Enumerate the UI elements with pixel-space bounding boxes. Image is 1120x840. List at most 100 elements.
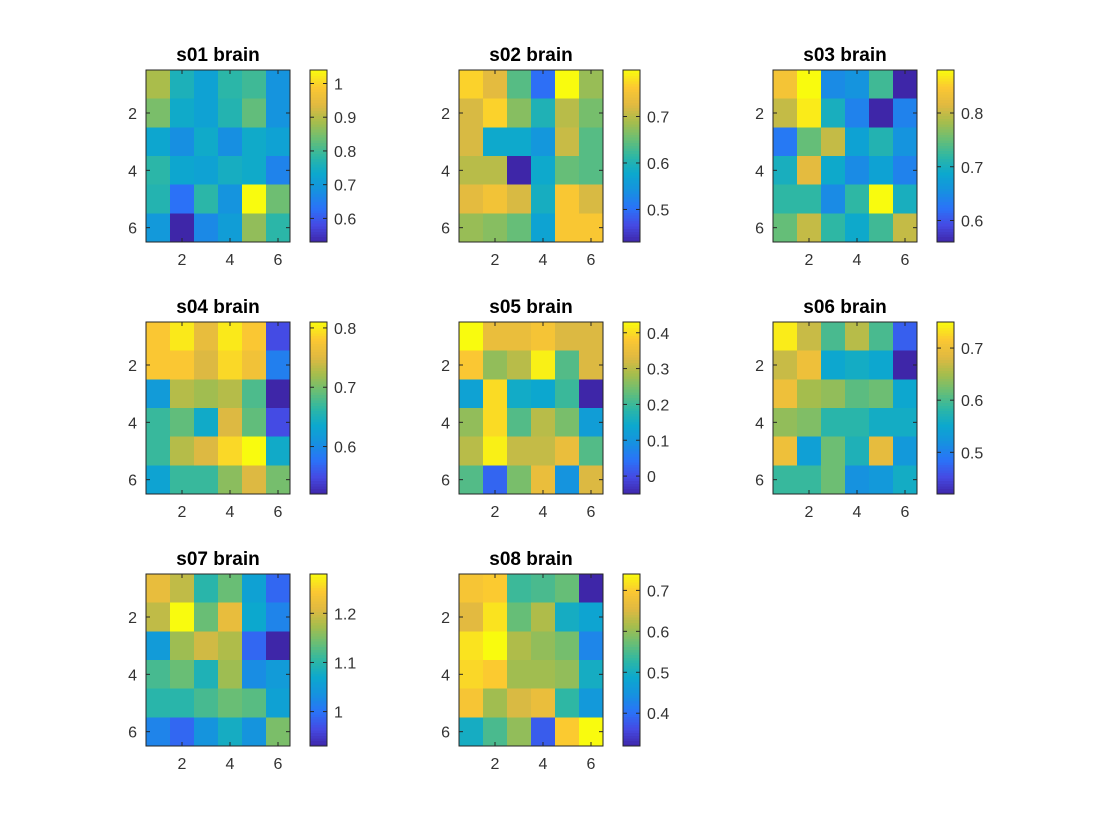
x-tick-label: 6 (587, 504, 596, 521)
heatmap-cell (797, 408, 822, 437)
colorbar-segment (623, 185, 640, 189)
heatmap-cell (845, 156, 870, 185)
heatmap-cell (797, 156, 822, 185)
colorbar-segment (623, 697, 640, 701)
heatmap-cell (821, 127, 846, 157)
colorbar-segment (310, 131, 327, 135)
colorbar-segment (310, 660, 327, 664)
colorbar-segment (623, 215, 640, 219)
heatmap-cell (869, 70, 894, 99)
colorbar-segment (623, 600, 640, 605)
y-tick-label: 4 (128, 415, 137, 432)
heatmap-cell (507, 717, 532, 747)
heatmap-cell (507, 350, 532, 380)
x-tick-label: 6 (274, 252, 283, 269)
heatmap-cell (170, 717, 195, 747)
colorbar-segment (310, 118, 327, 122)
colorbar-segment (310, 107, 327, 111)
colorbar-segment (310, 150, 327, 154)
colorbar-segment (623, 705, 640, 709)
colorbar-segment (623, 169, 640, 173)
colorbar-segment (623, 166, 640, 170)
colorbar-segment (937, 475, 954, 479)
colorbar-segment (623, 488, 640, 492)
y-tick-label: 4 (755, 415, 764, 432)
heatmap-cell (821, 70, 846, 99)
colorbar-segment (623, 324, 640, 328)
heatmap-cell (218, 717, 243, 747)
colorbar-segment (310, 461, 327, 465)
colorbar-tick-label: 0.6 (647, 156, 669, 173)
x-tick-label: 2 (178, 252, 187, 269)
heatmap-cell (170, 465, 195, 495)
colorbar-segment (623, 434, 640, 439)
heatmap-cell (218, 436, 243, 466)
colorbar-segment (310, 662, 327, 666)
colorbar-segment (937, 161, 954, 165)
heatmap-cell (170, 322, 195, 351)
colorbar-segment (937, 338, 954, 342)
colorbar-segment (623, 410, 640, 414)
x-tick-label: 6 (274, 504, 283, 521)
colorbar-segment (623, 367, 640, 371)
colorbar-segment (310, 86, 327, 90)
colorbar-segment (310, 445, 327, 449)
colorbar-segment (310, 416, 327, 420)
colorbar-segment (310, 78, 327, 82)
colorbar-segment (937, 477, 954, 482)
colorbar-segment (937, 110, 954, 114)
heatmap-cell (579, 184, 604, 214)
colorbar-segment (310, 654, 327, 658)
colorbar-segment (310, 142, 327, 146)
heatmap-cell (170, 379, 195, 409)
heatmap-cell (483, 127, 508, 157)
colorbar-segment (310, 464, 327, 468)
heatmap-cell (531, 70, 556, 99)
colorbar-segment (623, 86, 640, 90)
heatmap-cell (194, 660, 219, 689)
colorbar-segment (310, 673, 327, 677)
colorbar-segment (623, 426, 640, 430)
colorbar-segment (623, 343, 640, 347)
colorbar-segment (310, 177, 327, 181)
colorbar-segment (623, 383, 640, 387)
colorbar-segment (623, 483, 640, 487)
heatmap-cell (869, 156, 894, 185)
colorbar-segment (310, 343, 327, 347)
colorbar-tick-label: 1.1 (334, 655, 356, 672)
colorbar-segment (623, 153, 640, 157)
heatmap-cell (146, 688, 171, 718)
y-tick-label: 2 (441, 106, 450, 123)
colorbar-segment (310, 223, 327, 227)
x-tick-label: 4 (226, 504, 235, 521)
colorbar-segment (310, 156, 327, 160)
heatmap-cell (555, 717, 580, 747)
heatmap-cell (194, 631, 219, 661)
colorbar-segment (937, 164, 954, 168)
heatmap-cell (146, 436, 171, 466)
colorbar-segment (623, 692, 640, 696)
heatmap-cell (531, 98, 556, 128)
heatmap-cell (242, 602, 267, 632)
colorbar-segment (623, 327, 640, 331)
colorbar-segment (623, 678, 640, 682)
colorbar-segment (623, 480, 640, 484)
heatmap-cell (531, 156, 556, 185)
colorbar-segment (310, 743, 327, 747)
heatmap-cell (507, 631, 532, 661)
colorbar-tick-label: 0.7 (647, 109, 669, 126)
colorbar-segment (310, 670, 327, 674)
plot-title: s08 brain (489, 549, 572, 570)
colorbar-segment (310, 134, 327, 138)
colorbar-segment (937, 488, 954, 492)
colorbar-segment (310, 164, 327, 168)
x-tick-label: 6 (901, 252, 910, 269)
colorbar-segment (623, 676, 640, 680)
colorbar-segment (623, 579, 640, 583)
heatmap-cell (242, 98, 267, 128)
colorbar-segment (310, 201, 327, 205)
colorbar-segment (310, 678, 327, 682)
colorbar-segment (623, 348, 640, 353)
colorbar-segment (310, 480, 327, 484)
heatmap-cell (242, 379, 267, 409)
